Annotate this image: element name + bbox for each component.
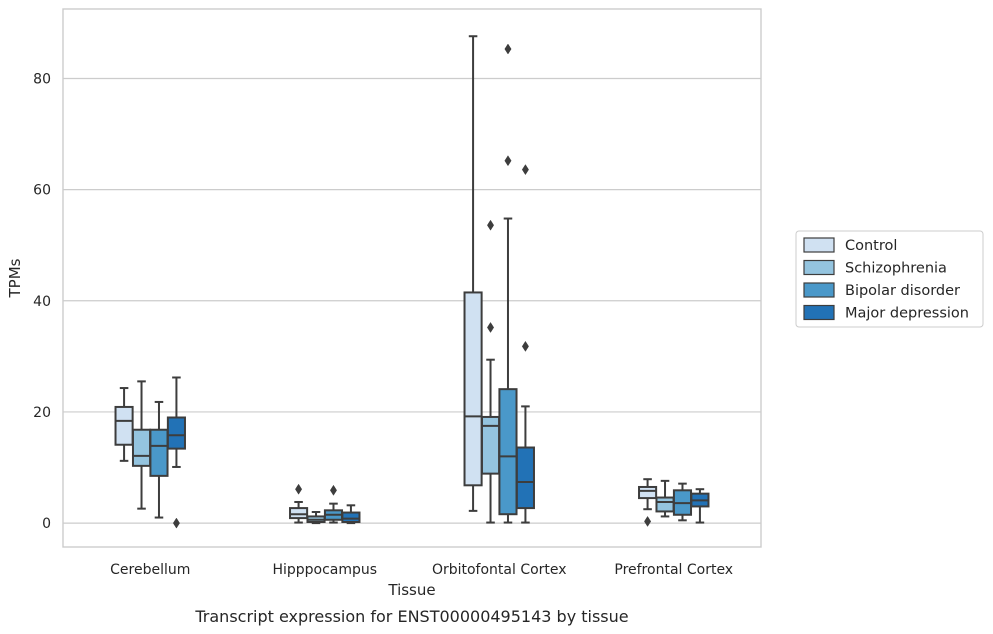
x-axis-label: Tissue — [387, 581, 435, 599]
x-tick-label: Prefrontal Cortex — [614, 562, 733, 578]
box-series — [114, 35, 710, 529]
legend-label: Schizophrenia — [845, 261, 947, 277]
box-group — [114, 387, 134, 462]
box-group — [323, 484, 344, 524]
outlier-point — [487, 219, 495, 231]
legend-label: Major depression — [845, 306, 969, 322]
box-group — [166, 376, 186, 529]
x-axis-ticks: Cerebellum Hipppocampus Orbitofontal Corte… — [110, 562, 733, 578]
box — [131, 428, 152, 467]
y-tick-label: 80 — [33, 71, 51, 87]
y-axis-ticks: 0 20 40 60 80 — [33, 71, 51, 532]
outlier-point — [295, 483, 303, 495]
box — [149, 428, 169, 477]
legend-label: Control — [845, 238, 897, 254]
box-group — [463, 35, 483, 512]
plot-area-frame — [62, 8, 762, 548]
x-tick-label: Hipppocampus — [272, 562, 377, 578]
legend-swatch — [803, 304, 835, 321]
outlier-point — [644, 515, 652, 527]
y-tick-label: 40 — [33, 294, 51, 310]
box-group — [690, 488, 710, 524]
y-tick-label: 0 — [42, 516, 51, 532]
legend-swatch — [803, 282, 835, 298]
box-group — [498, 43, 518, 524]
box-group — [655, 479, 675, 518]
box-group — [515, 164, 535, 524]
box — [498, 388, 518, 516]
box-group — [149, 400, 169, 519]
box-group — [131, 380, 152, 510]
box — [289, 507, 309, 520]
legend-swatch — [803, 237, 835, 253]
box-group — [289, 483, 309, 524]
legend-label: Bipolar disorder — [845, 283, 960, 299]
box-group — [341, 504, 361, 525]
box — [166, 416, 186, 450]
box — [515, 446, 535, 510]
box — [341, 511, 361, 523]
y-axis-label: TPMs — [6, 258, 24, 298]
box — [463, 291, 483, 487]
box — [638, 485, 658, 500]
x-tick-label: Cerebellum — [110, 562, 190, 578]
box-group — [638, 478, 658, 527]
box — [655, 496, 675, 513]
outlier-point — [329, 484, 337, 496]
x-tick-label: Orbitofontal Cortex — [432, 562, 567, 578]
chart-caption: Transcript expression for ENST0000049514… — [194, 607, 628, 626]
legend: Control Schizophrenia Bipolar disorder Majo… — [795, 230, 984, 328]
legend-frame — [795, 230, 984, 328]
outlier-point — [521, 164, 529, 176]
legend-swatch — [803, 259, 835, 276]
outlier-point — [504, 43, 512, 55]
outlier-point — [504, 155, 512, 167]
box — [114, 405, 134, 446]
outlier-point — [521, 340, 529, 352]
y-tick-label: 20 — [33, 405, 51, 421]
box-group — [672, 482, 693, 522]
outlier-point — [172, 517, 180, 529]
y-tick-label: 60 — [33, 183, 51, 199]
outlier-point — [487, 322, 495, 333]
